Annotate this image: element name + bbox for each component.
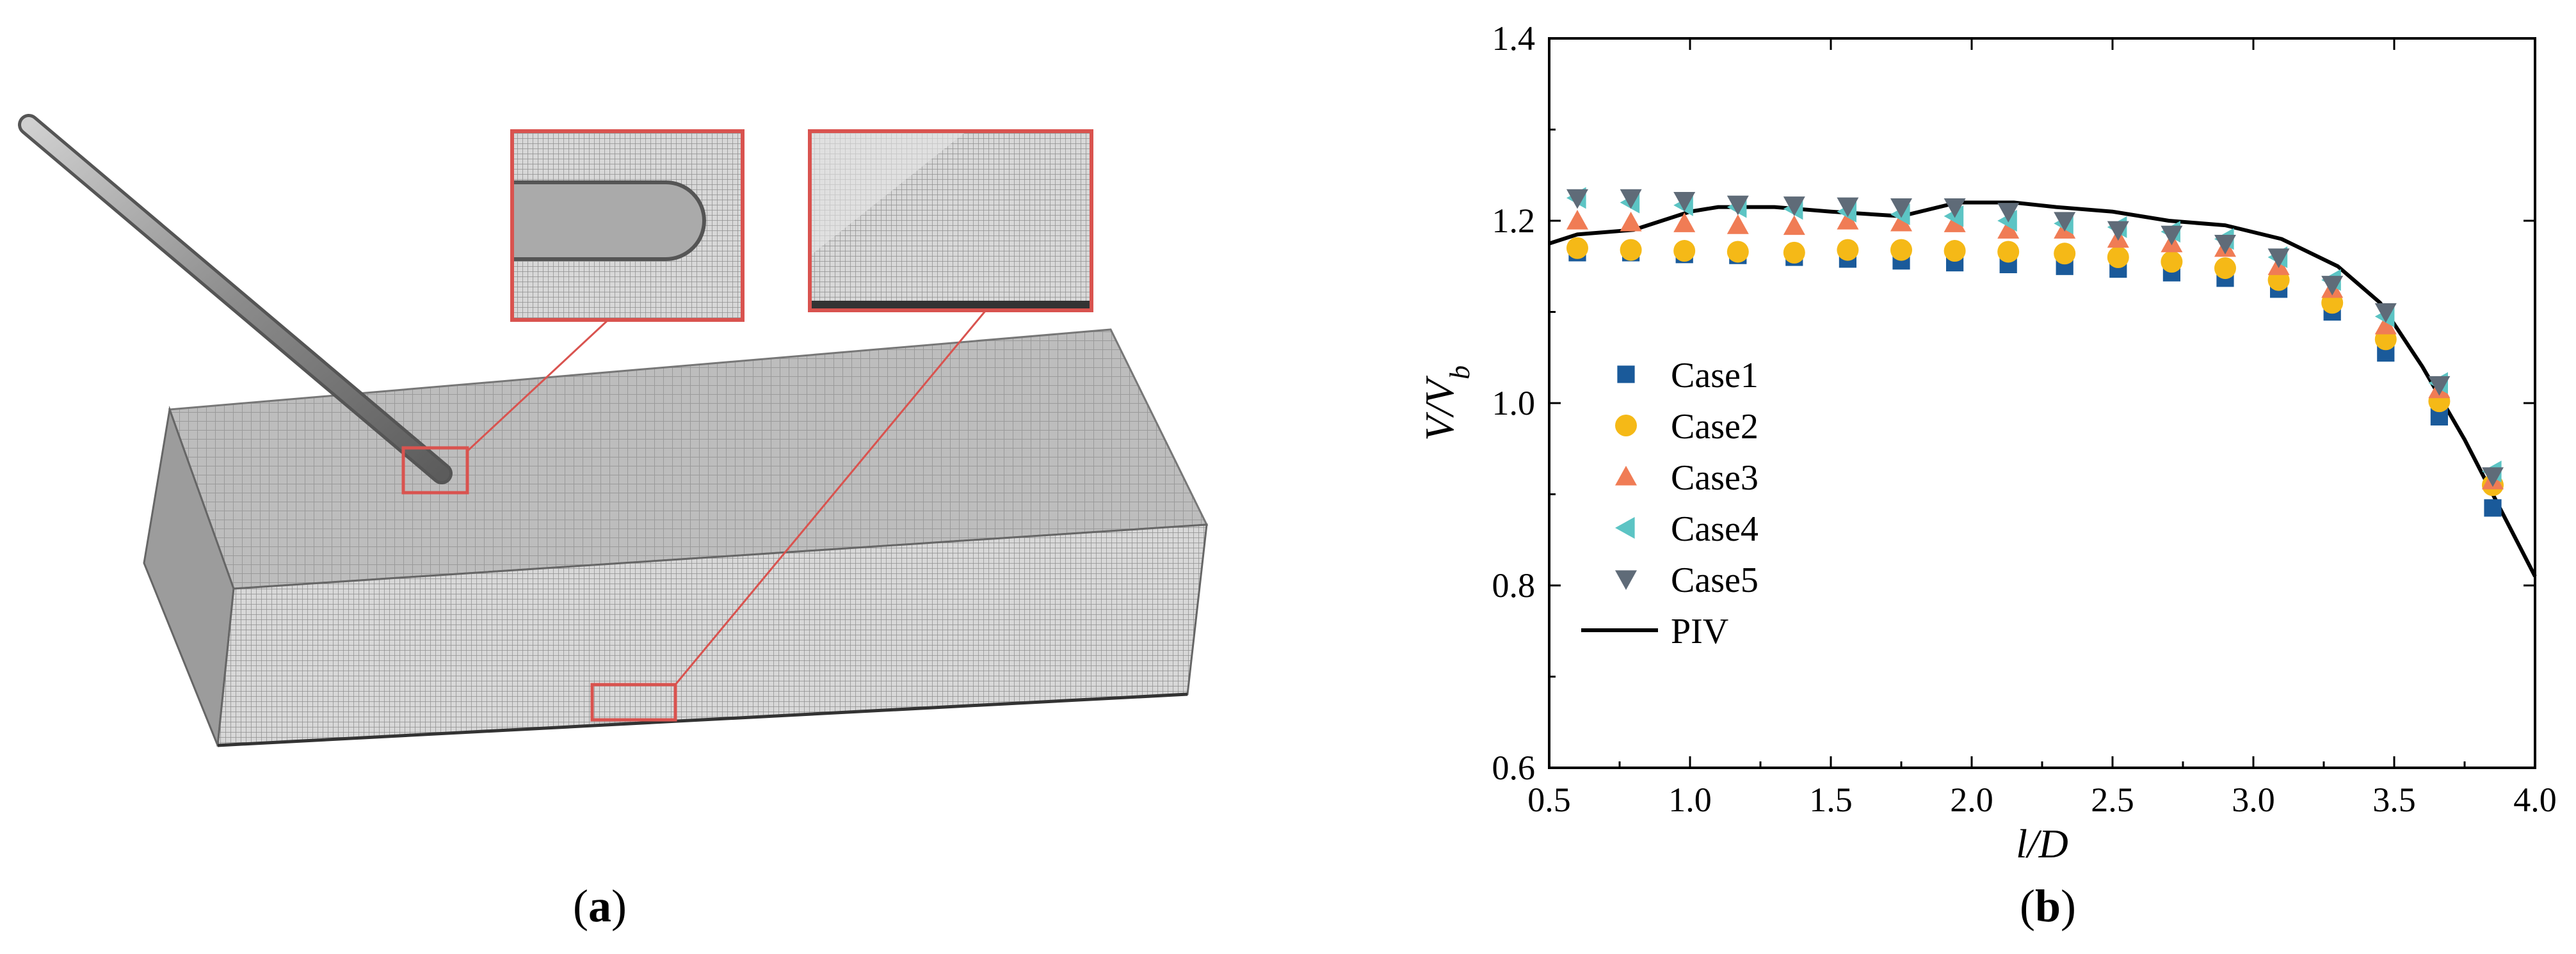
series-case3 — [1566, 210, 2504, 489]
piv-line-group — [1549, 200, 2537, 578]
legend-label-case4: Case4 — [1671, 509, 1759, 549]
velocity-profile-chart: 0.5 1.0 1.5 2.0 2.5 3.0 3.5 4.0 0.6 0.8 1.0 1.2 1.4… — [1417, 19, 2557, 866]
zoom-connector-2 — [674, 310, 987, 685]
case5-point — [2107, 221, 2129, 241]
case2-point — [1566, 237, 1588, 259]
case5-point — [1566, 189, 1588, 209]
legend-marker-case2 — [1615, 415, 1637, 436]
case5-point — [1783, 196, 1805, 216]
y-tick-label: 1.2 — [1492, 202, 1536, 240]
legend-label-case5: Case5 — [1671, 560, 1759, 600]
legend: Case1 Case2 Case3 Case4 Case5 PIV — [1581, 356, 1759, 651]
x-tick-label: 3.5 — [2372, 781, 2416, 819]
case3-point — [1620, 211, 1642, 232]
case2-point — [2054, 242, 2076, 265]
case5-point — [2267, 248, 2290, 268]
inset-near-wall — [808, 129, 1093, 312]
mesh-illustration — [18, 114, 1209, 747]
x-axis-title: l/D — [2016, 821, 2068, 866]
case2-point — [1890, 239, 1912, 261]
case5-point — [1727, 195, 1749, 216]
mesh-box-bottom-edge — [217, 692, 1188, 747]
case2-point — [1997, 241, 2020, 263]
case2-point — [2107, 246, 2129, 268]
legend-marker-case1 — [1617, 365, 1635, 383]
case3-point — [2374, 314, 2397, 335]
y-tick-label: 0.8 — [1492, 566, 1536, 605]
zoom-connector-1 — [466, 319, 609, 452]
case5-point — [1944, 198, 1966, 218]
case5-point — [2321, 276, 2344, 296]
case3-point — [1673, 212, 1696, 232]
x-tick-label: 2.0 — [1950, 781, 1993, 819]
panel-label-b: (b) — [2020, 880, 2077, 932]
case5-point — [2482, 467, 2504, 487]
case5-point — [2428, 376, 2451, 396]
y-tick-label: 1.0 — [1492, 384, 1536, 422]
x-tick-label: 1.0 — [1668, 781, 1712, 819]
piv-line — [1549, 200, 2537, 578]
x-tick-label: 1.5 — [1809, 781, 1853, 819]
case5-point — [1620, 189, 1642, 209]
y-tick-label: 1.4 — [1492, 19, 1536, 58]
case5-point — [1837, 197, 1859, 218]
case5-point — [2214, 235, 2236, 255]
zoom-box-pipe-outlet — [401, 446, 469, 495]
legend-marker-case4 — [1615, 517, 1635, 539]
y-tick-label: 0.6 — [1492, 749, 1536, 787]
case3-point — [1890, 211, 1912, 232]
x-tick-label: 4.0 — [2513, 781, 2557, 819]
legend-marker-case3 — [1615, 466, 1637, 486]
y-axis-ticks: 0.6 0.8 1.0 1.2 1.4 — [1492, 19, 2535, 787]
case3-point — [1783, 215, 1805, 235]
mesh-figure-panel: (a) — [18, 114, 1209, 932]
x-axis-ticks: 0.5 1.0 1.5 2.0 2.5 3.0 3.5 4.0 — [1527, 38, 2557, 819]
inset-pipe-outlet-frame — [510, 129, 745, 322]
case2-point — [1944, 240, 1966, 262]
case5-point — [2161, 225, 2183, 246]
x-tick-label: 3.0 — [2232, 781, 2275, 819]
chart-panel: 0.5 1.0 1.5 2.0 2.5 3.0 3.5 4.0 0.6 0.8 1.0 1.2 1.4… — [1408, 0, 2576, 951]
legend-marker-case5 — [1615, 570, 1637, 590]
case2-point — [1673, 240, 1696, 262]
case5-point — [1890, 198, 1912, 218]
case3-point — [1944, 212, 1966, 232]
legend-label-piv: PIV — [1671, 612, 1728, 651]
series-case2 — [1566, 237, 2504, 497]
case5-point — [2374, 303, 2397, 323]
y-axis-title: V/Vb — [1417, 365, 1476, 441]
inset-near-wall-frame — [808, 129, 1093, 312]
x-tick-label: 2.5 — [2091, 781, 2134, 819]
panel-label-a: (a) — [573, 880, 627, 932]
legend-label-case2: Case2 — [1671, 407, 1759, 447]
case5-point — [1997, 203, 2020, 223]
case2-point — [1783, 241, 1805, 264]
plot-frame — [1548, 37, 2536, 769]
case3-point — [1566, 210, 1588, 230]
series-markers — [1566, 187, 2504, 517]
legend-label-case1: Case1 — [1671, 356, 1759, 395]
case2-point — [2214, 257, 2236, 280]
x-tick-label: 0.5 — [1527, 781, 1571, 819]
case2-point — [1727, 241, 1749, 263]
case2-point — [1620, 239, 1642, 261]
case5-point — [1673, 192, 1696, 212]
case5-point — [2054, 212, 2076, 232]
case1-point — [2484, 499, 2502, 517]
zoom-box-wall — [590, 683, 677, 722]
pipe-highlight — [21, 117, 449, 481]
case3-point — [1837, 210, 1859, 230]
case2-point — [1837, 239, 1859, 261]
case3-point — [1727, 214, 1749, 234]
inset-pipe-outlet — [510, 129, 745, 322]
legend-label-case3: Case3 — [1671, 458, 1759, 498]
case2-point — [2161, 251, 2183, 273]
case3-point — [1997, 219, 2020, 239]
axes-frame — [1548, 37, 2536, 769]
series-case5 — [1566, 189, 2504, 487]
